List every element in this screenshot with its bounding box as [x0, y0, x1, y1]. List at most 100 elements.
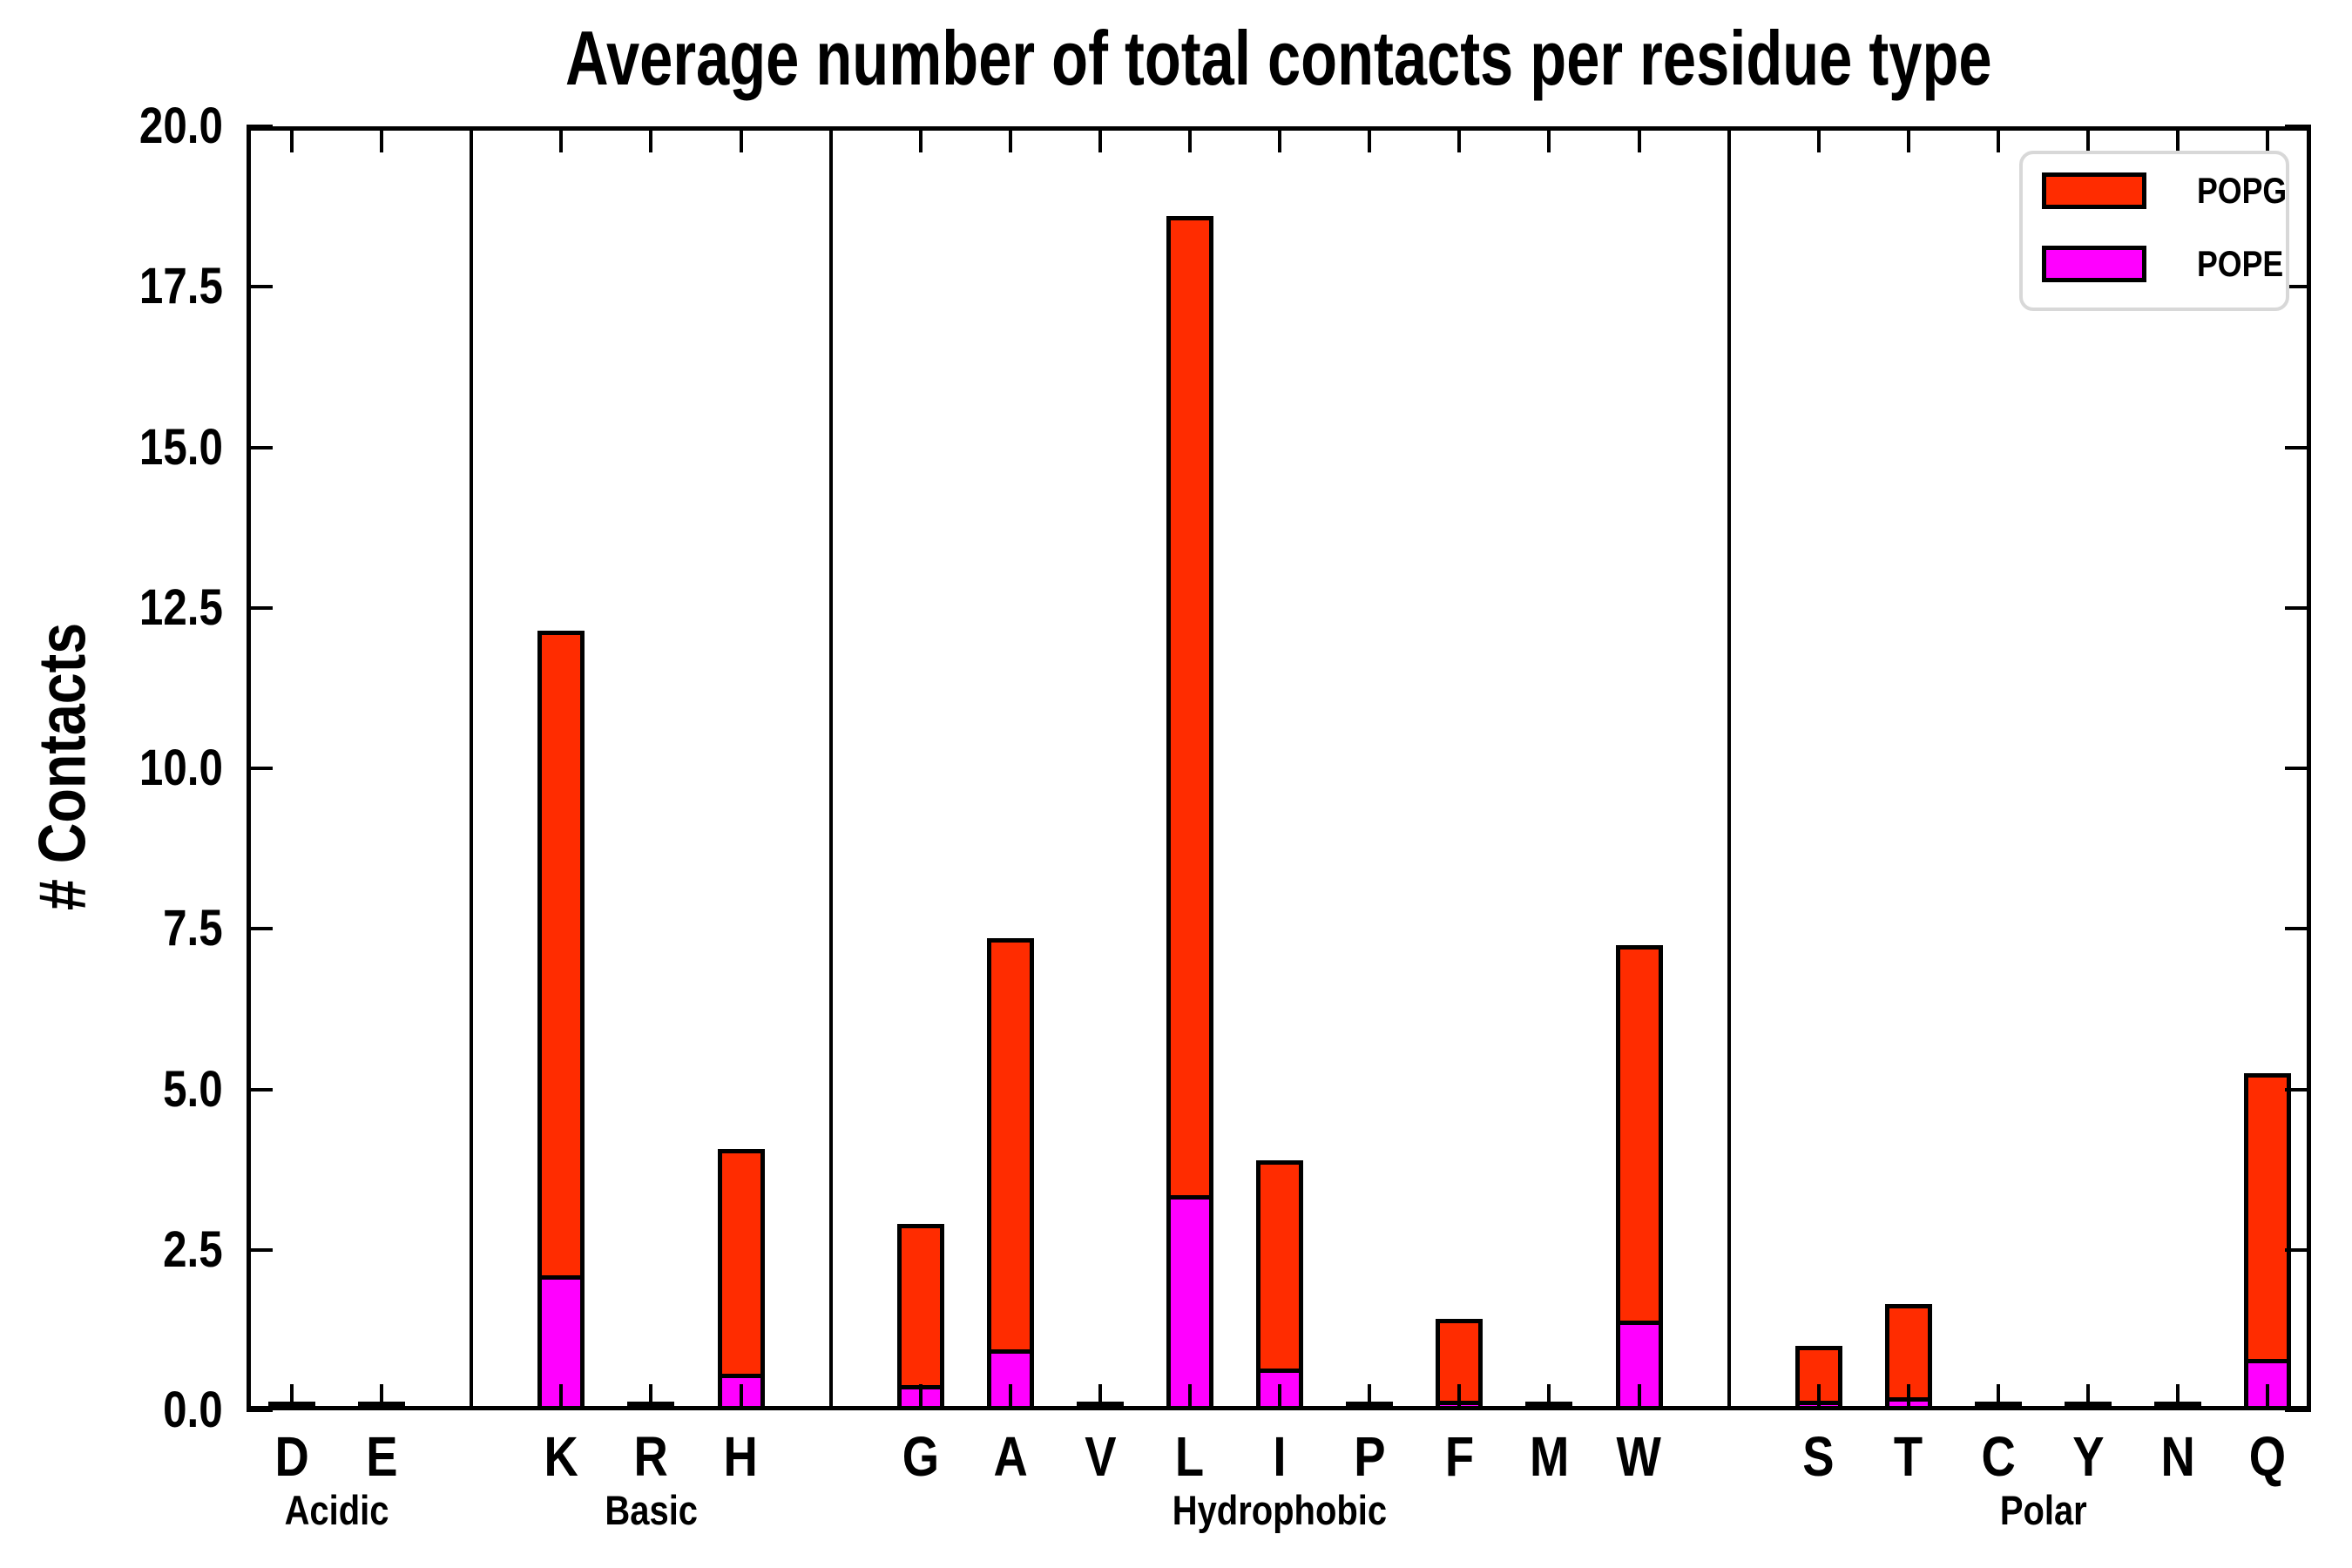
x-tick-R-bottom — [649, 1384, 653, 1410]
bar-L-pope-segment — [1171, 1195, 1209, 1406]
plot-area — [247, 125, 2311, 1412]
x-tick-H-top — [739, 126, 743, 152]
x-label-text: W — [1616, 1425, 1662, 1488]
x-label-text: F — [1444, 1425, 1474, 1488]
x-tick-I-top — [1278, 126, 1282, 152]
x-label-text: D — [274, 1425, 309, 1488]
x-tick-F-bottom — [1457, 1384, 1462, 1410]
x-label-A: A — [950, 1429, 1071, 1484]
x-tick-P-top — [1368, 126, 1372, 152]
y-tick-label-text: 12.5 — [139, 578, 223, 636]
legend-label-popg: POPG — [2197, 170, 2288, 211]
x-label-text: P — [1354, 1425, 1386, 1488]
y-tick-0.0-left — [247, 1409, 273, 1412]
x-tick-K-bottom — [559, 1384, 564, 1410]
x-label-text: A — [993, 1425, 1028, 1488]
x-label-L: L — [1129, 1429, 1251, 1484]
x-tick-C-bottom — [1996, 1384, 2000, 1410]
y-tick-label-text: 15.0 — [139, 418, 223, 476]
x-tick-Y-bottom — [2086, 1384, 2090, 1410]
x-label-Q: Q — [2207, 1429, 2328, 1484]
x-tick-Y-top — [2086, 126, 2090, 152]
x-label-text: R — [633, 1425, 669, 1488]
y-tick-label: 0.0 — [0, 1385, 223, 1436]
bar-Q — [2244, 1073, 2292, 1410]
bar-H — [717, 1149, 765, 1410]
legend-item-pope: POPE — [2042, 246, 2283, 282]
x-tick-W-bottom — [1637, 1384, 1641, 1410]
legend-label-pope: POPE — [2197, 243, 2284, 284]
x-label-K: K — [500, 1429, 622, 1484]
pope-color-swatch — [2042, 246, 2146, 282]
x-tick-D-top — [290, 126, 294, 152]
bar-K — [537, 630, 585, 1410]
y-tick-label-text: 2.5 — [163, 1220, 223, 1278]
x-label-text: K — [544, 1425, 578, 1488]
y-tick-label: 12.5 — [0, 578, 223, 636]
x-label-text: I — [1273, 1425, 1287, 1488]
x-tick-H-bottom — [739, 1384, 743, 1410]
x-label-S: S — [1758, 1429, 1880, 1484]
x-label-T: T — [1848, 1429, 1970, 1484]
y-tick-5.0-left — [247, 1087, 273, 1092]
legend: POPG POPE — [2019, 151, 2289, 311]
y-tick-label: 17.5 — [0, 261, 223, 312]
group-label-text: Polar — [1999, 1487, 2087, 1533]
bar-I — [1256, 1159, 1304, 1410]
y-tick-label-text: 10.0 — [139, 740, 223, 796]
x-label-D: D — [231, 1429, 353, 1484]
group-divider — [1727, 126, 1731, 1410]
x-label-text: Q — [2249, 1425, 2287, 1488]
x-label-text: Y — [2072, 1425, 2105, 1488]
y-tick-7.5-right — [2285, 927, 2311, 931]
group-label-text: Hydrophobic — [1172, 1487, 1388, 1533]
x-tick-I-bottom — [1278, 1384, 1282, 1410]
group-label-text: Basic — [605, 1487, 698, 1533]
group-label-basic: Basic — [468, 1490, 834, 1531]
y-tick-2.5-right — [2285, 1247, 2311, 1252]
x-tick-P-bottom — [1368, 1384, 1372, 1410]
y-tick-label: 7.5 — [0, 903, 223, 954]
x-tick-N-top — [2176, 126, 2180, 152]
x-tick-M-bottom — [1547, 1384, 1551, 1410]
x-tick-K-top — [559, 126, 564, 152]
x-tick-G-bottom — [918, 1384, 923, 1410]
group-label-text: Acidic — [284, 1487, 389, 1533]
x-tick-M-top — [1547, 126, 1551, 152]
x-tick-L-top — [1188, 126, 1192, 152]
group-label-polar: Polar — [1860, 1490, 2226, 1531]
x-label-H: H — [680, 1429, 802, 1484]
y-tick-15.0-right — [2285, 445, 2311, 449]
x-tick-Q-bottom — [2266, 1384, 2270, 1410]
bar-L — [1166, 216, 1213, 1410]
x-tick-T-top — [1906, 126, 1910, 152]
chart-title: Average number of total contacts per res… — [206, 14, 2352, 103]
x-label-V: V — [1039, 1429, 1161, 1484]
popg-color-swatch — [2042, 172, 2146, 209]
x-label-R: R — [590, 1429, 712, 1484]
x-tick-N-bottom — [2176, 1384, 2180, 1410]
x-tick-E-bottom — [380, 1384, 384, 1410]
x-label-text: E — [365, 1425, 398, 1488]
x-label-text: V — [1084, 1425, 1117, 1488]
x-label-G: G — [860, 1429, 982, 1484]
x-tick-A-top — [1008, 126, 1012, 152]
group-divider — [828, 126, 833, 1410]
x-tick-S-top — [1816, 126, 1821, 152]
y-tick-17.5-left — [247, 285, 273, 289]
y-tick-label: 2.5 — [0, 1220, 223, 1278]
group-label-hydrophobic: Hydrophobic — [1097, 1490, 1463, 1531]
x-tick-L-bottom — [1188, 1384, 1192, 1410]
x-tick-Q-top — [2266, 126, 2270, 152]
x-tick-S-bottom — [1816, 1384, 1821, 1410]
x-label-Y: Y — [2027, 1429, 2149, 1484]
chart-title-text: Average number of total contacts per res… — [565, 15, 1992, 101]
x-label-text: C — [1981, 1425, 2016, 1488]
y-tick-label-text: 17.5 — [139, 258, 223, 315]
y-tick-7.5-left — [247, 927, 273, 931]
x-label-text: L — [1175, 1425, 1205, 1488]
x-tick-V-bottom — [1098, 1384, 1102, 1410]
x-label-N: N — [2117, 1429, 2239, 1484]
group-divider — [470, 126, 474, 1410]
y-tick-label: 10.0 — [0, 743, 223, 794]
